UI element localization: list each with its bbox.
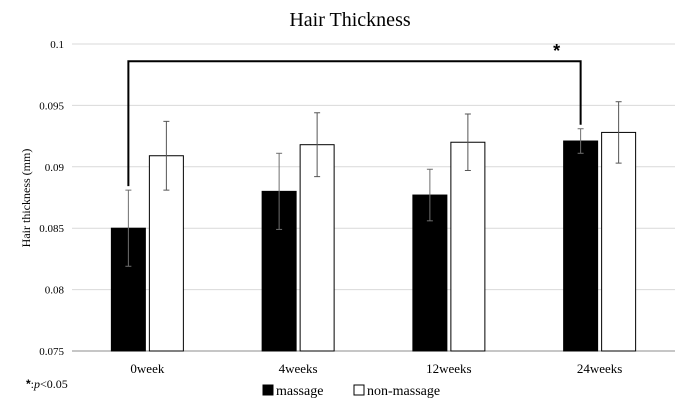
legend-swatch-non-massage bbox=[353, 384, 365, 396]
bars bbox=[110, 101, 637, 352]
y-tick-label: 0.1 bbox=[50, 39, 64, 51]
bracket-line bbox=[127, 60, 582, 187]
bar-non-massage bbox=[601, 131, 637, 352]
significance-footnote: *:p<0.05 bbox=[26, 377, 68, 391]
y-tick-label: 0.09 bbox=[45, 162, 65, 174]
category-labels: 0week 4weeks 12weeks 24weeks bbox=[130, 361, 622, 376]
significance-star: * bbox=[553, 41, 560, 61]
bar-non-massage bbox=[299, 144, 335, 352]
y-axis-label: Hair thickness (mm) bbox=[19, 149, 33, 248]
y-tick-label: 0.075 bbox=[39, 346, 64, 358]
legend: massage non-massage bbox=[262, 384, 440, 399]
footnote-text: *:p<0.05 bbox=[26, 377, 68, 391]
category-label: 4weeks bbox=[279, 361, 318, 376]
category-label: 12weeks bbox=[426, 361, 472, 376]
significance-bracket: * bbox=[127, 41, 582, 187]
y-tick-label: 0.08 bbox=[45, 285, 65, 297]
category-label: 0week bbox=[130, 361, 164, 376]
category-label: 24weeks bbox=[577, 361, 623, 376]
footnote-colon: : bbox=[31, 377, 34, 391]
legend-swatch-massage bbox=[262, 384, 274, 396]
y-tick-label: 0.085 bbox=[39, 223, 64, 235]
chart-title: Hair Thickness bbox=[289, 9, 410, 31]
footnote-p: p bbox=[33, 377, 40, 391]
footnote-threshold: <0.05 bbox=[40, 377, 68, 391]
footnote-star: * bbox=[26, 377, 31, 391]
y-tick-labels: 0.075 0.08 0.085 0.09 0.095 0.1 bbox=[39, 39, 64, 358]
legend-label-non-massage: non-massage bbox=[367, 384, 440, 399]
bar-non-massage bbox=[450, 141, 486, 352]
bar-massage bbox=[563, 140, 599, 352]
legend-label-massage: massage bbox=[276, 384, 323, 399]
y-tick-label: 0.095 bbox=[39, 100, 64, 112]
